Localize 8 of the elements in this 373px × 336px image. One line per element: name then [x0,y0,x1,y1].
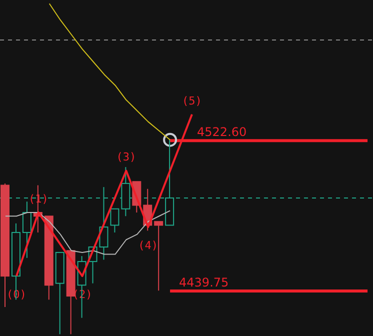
ref-line-label: 4439.75 [179,276,229,290]
annotation: (5) [182,94,202,108]
candlestick [110,208,120,233]
annotation: (3) [116,150,136,164]
ref-line-label: 4522.60 [197,125,247,140]
annotation: (4) [138,239,158,252]
candlestick [22,201,32,258]
candlestick [154,221,164,292]
